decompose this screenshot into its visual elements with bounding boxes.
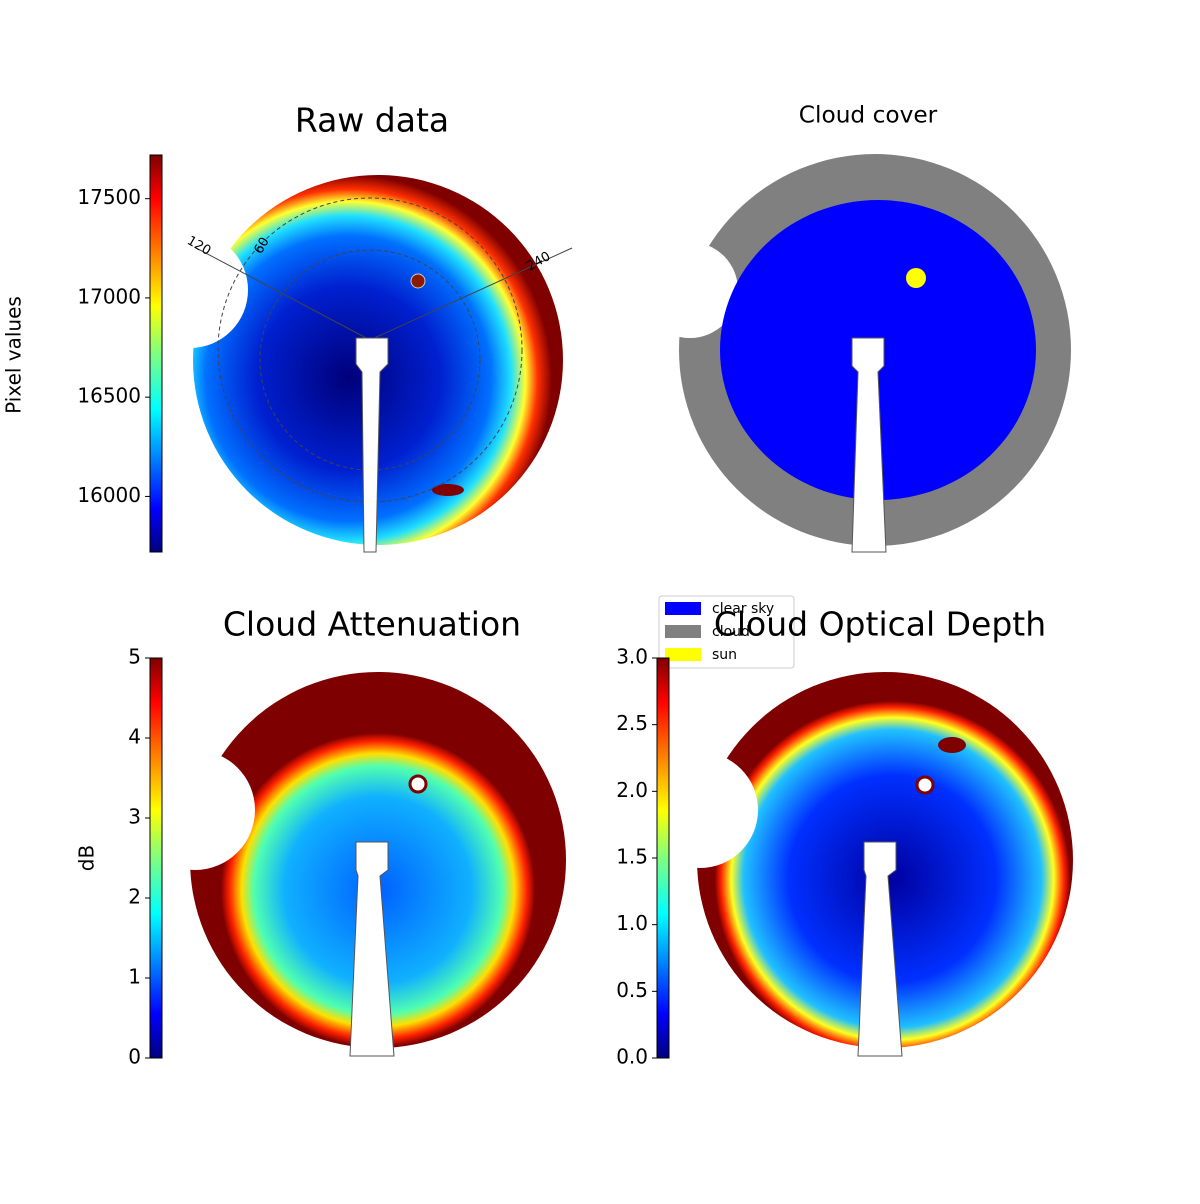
- colorbar-tick-label: 2.5: [616, 711, 648, 735]
- colorbar-label: dB: [75, 845, 99, 871]
- colorbar-tick-label: 3: [128, 805, 141, 829]
- legend-swatch: [665, 648, 701, 661]
- colorbar-tick-label: 0: [128, 1045, 141, 1069]
- chart-title: Cloud Optical Depth: [714, 605, 1046, 644]
- colorbar: [149, 154, 163, 553]
- cloud-mask-image: [642, 154, 1071, 553]
- chart-title: Cloud cover: [799, 102, 938, 129]
- colorbar: [656, 657, 670, 1059]
- colorbar-tick-label: 0.5: [616, 978, 648, 1002]
- colorbar-tick-label: 17500: [77, 185, 141, 209]
- colorbar-label: Pixel values: [2, 296, 26, 414]
- colorbar-tick-label: 1.0: [616, 911, 648, 935]
- legend-swatch: [665, 625, 701, 638]
- colorbar-tick-label: 3.0: [616, 645, 648, 669]
- colorbar-tick-label: 17000: [77, 284, 141, 308]
- legend-label: cloud: [712, 624, 750, 640]
- colorbar-tick-label: 16500: [77, 384, 141, 408]
- colorbar-tick-label: 5: [128, 645, 141, 669]
- chart-title: Raw data: [295, 101, 449, 140]
- chart-title: Cloud Attenuation: [223, 605, 521, 644]
- legend-swatch: [665, 602, 701, 615]
- colorbar-tick-label: 2: [128, 885, 141, 909]
- colorbar-tick-label: 2.0: [616, 778, 648, 802]
- legend-label: clear sky: [712, 601, 774, 617]
- colorbar-tick-label: 0.0: [616, 1045, 648, 1069]
- colorbar-tick-label: 1.5: [616, 845, 648, 869]
- colorbar: [149, 657, 163, 1059]
- colorbar-tick-label: 16000: [77, 483, 141, 507]
- legend-label: sun: [712, 647, 737, 663]
- optical-depth-image: [642, 672, 1073, 1057]
- sky-image: 120 60 240: [132, 175, 573, 553]
- attenuation-image: [135, 672, 566, 1057]
- colorbar-tick-label: 1: [128, 965, 141, 989]
- colorbar-tick-label: 4: [128, 725, 141, 749]
- annotation: 60: [252, 235, 273, 257]
